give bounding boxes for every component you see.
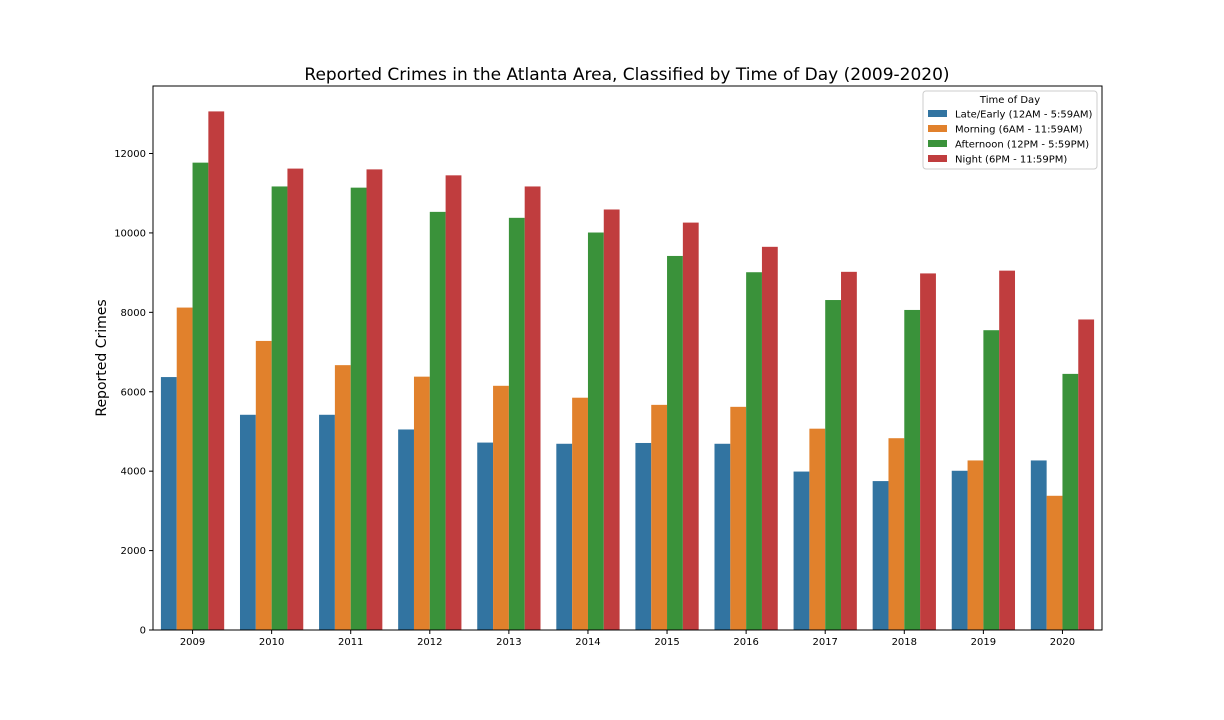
legend-label-1: Morning (6AM - 11:59AM) [955, 125, 1083, 136]
bar-2013-series-1 [493, 385, 509, 630]
bar-2009-series-2 [192, 162, 209, 630]
bar-2012-series-3 [445, 175, 462, 630]
x-tick-label: 2013 [496, 637, 521, 648]
bar-2014-series-2 [587, 232, 604, 630]
bar-2010-series-1 [255, 340, 272, 630]
chart-title: Reported Crimes in the Atlanta Area, Cla… [304, 65, 949, 85]
x-tick-label: 2018 [892, 637, 917, 648]
bar-2011-series-3 [366, 169, 383, 630]
bar-2015-series-1 [651, 404, 668, 630]
bar-2016-series-2 [746, 272, 762, 630]
bar-2020-series-0 [1030, 460, 1047, 630]
bar-2014-series-1 [572, 397, 588, 630]
bars-group [160, 111, 1095, 631]
bar-2015-series-3 [682, 222, 699, 630]
legend-label-2: Afternoon (12PM - 5:59PM) [955, 140, 1089, 151]
bar-2017-series-0 [793, 471, 810, 630]
x-tick-label: 2014 [575, 637, 600, 648]
bar-2019-series-1 [967, 460, 984, 630]
bar-2019-series-2 [983, 330, 1000, 630]
y-axis-label: Reported Crimes [94, 299, 110, 416]
legend-swatch-0 [928, 110, 947, 117]
legend-box [922, 90, 1098, 170]
y-tick-label: 12000 [114, 149, 146, 160]
y-tick-label: 10000 [114, 228, 146, 239]
bar-2009-series-0 [160, 377, 177, 630]
y-tick-label: 8000 [121, 308, 146, 319]
bar-2016-series-1 [730, 406, 747, 630]
x-tick-label: 2016 [733, 637, 758, 648]
bar-2015-series-2 [667, 255, 683, 630]
bar-2011-series-1 [334, 365, 351, 630]
bar-2020-series-3 [1078, 319, 1095, 630]
x-tick-label: 2012 [417, 637, 442, 648]
bar-2011-series-0 [319, 414, 335, 630]
bar-2012-series-1 [413, 376, 430, 630]
x-tick-label: 2015 [654, 637, 679, 648]
bar-2018-series-0 [872, 481, 889, 630]
bar-2009-series-3 [208, 111, 225, 630]
bar-2011-series-2 [350, 187, 367, 630]
legend-swatch-3 [928, 155, 947, 162]
y-tick-label: 4000 [121, 467, 146, 478]
x-axis: 2009 2010 2011 2012 2013 2014 2015 2016 2017 2018… [180, 630, 1075, 648]
y-tick-label: 2000 [121, 546, 146, 557]
bar-2013-series-0 [477, 442, 494, 630]
x-tick-label: 2020 [1050, 637, 1075, 648]
x-tick-label: 2019 [971, 637, 996, 648]
legend-label-0: Late/Early (12AM - 5:59AM) [955, 110, 1093, 121]
bar-2012-series-0 [398, 429, 414, 630]
bar-2018-series-2 [904, 309, 921, 630]
bar-2017-series-1 [809, 428, 826, 630]
y-axis: 0 2000 4000 6000 8000 10000 12000 [114, 149, 153, 637]
bar-2019-series-3 [999, 270, 1016, 630]
legend: Time of Day Late/Early (12AM - 5:59AM) Mo… [922, 90, 1098, 170]
bar-2016-series-0 [714, 443, 731, 630]
bar-2019-series-0 [951, 470, 968, 630]
legend-label-3: Night (6PM - 11:59PM) [955, 155, 1067, 166]
bar-2017-series-2 [825, 300, 842, 630]
bar-2018-series-1 [888, 438, 905, 630]
bar-2013-series-2 [508, 217, 525, 630]
bar-2020-series-2 [1062, 373, 1079, 630]
legend-swatch-2 [928, 140, 947, 147]
legend-swatch-1 [928, 125, 947, 132]
bar-2010-series-3 [287, 168, 304, 630]
x-tick-label: 2009 [180, 637, 205, 648]
legend-title: Time of Day [979, 95, 1040, 106]
bar-2012-series-2 [429, 211, 446, 630]
plot-frame [152, 85, 1103, 631]
bar-2013-series-3 [524, 186, 541, 630]
x-tick-label: 2011 [338, 637, 363, 648]
bar-2009-series-1 [176, 307, 193, 630]
bar-2017-series-3 [841, 271, 857, 630]
y-tick-label: 6000 [121, 387, 146, 398]
bar-2010-series-2 [271, 186, 288, 630]
bar-2010-series-0 [239, 414, 256, 630]
x-tick-label: 2010 [259, 637, 284, 648]
bar-2016-series-3 [761, 246, 778, 630]
bar-2015-series-0 [635, 442, 652, 630]
y-tick-label: 0 [140, 626, 146, 637]
bar-2014-series-3 [603, 209, 620, 631]
x-tick-label: 2017 [812, 637, 837, 648]
legend-items: Late/Early (12AM - 5:59AM) Morning (6AM -… [928, 110, 1093, 166]
bar-2018-series-3 [920, 273, 936, 630]
bar-2020-series-1 [1046, 495, 1063, 630]
bar-2014-series-0 [556, 443, 573, 630]
